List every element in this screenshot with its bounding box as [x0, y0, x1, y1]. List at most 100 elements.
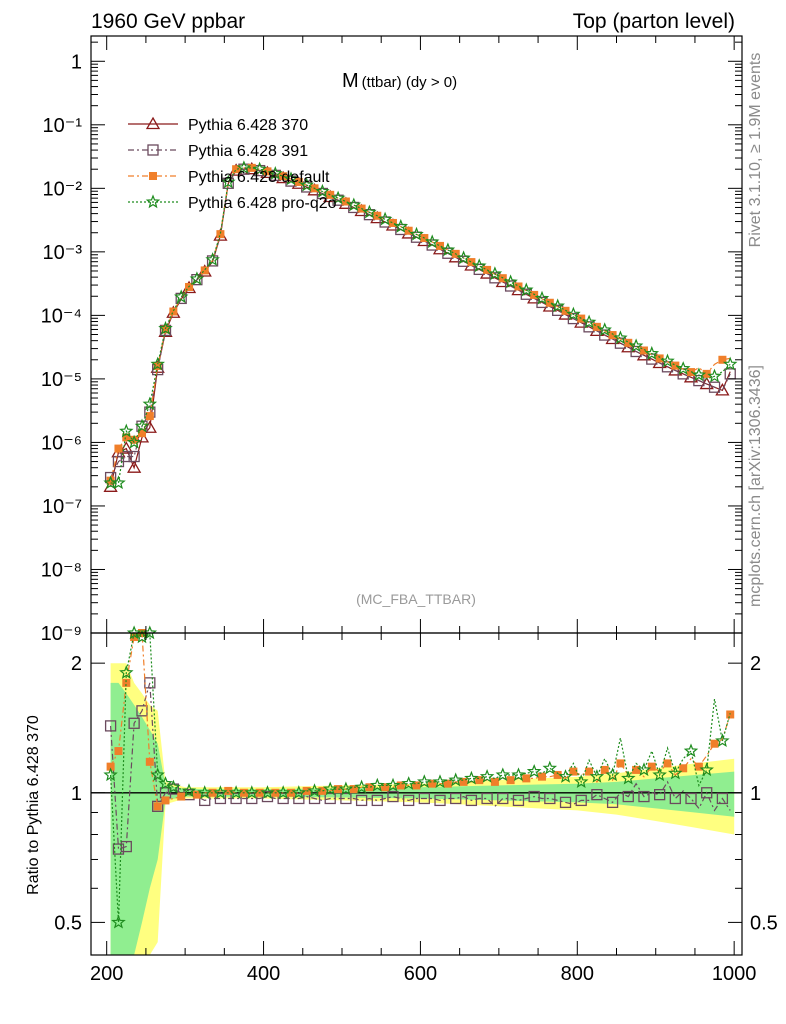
ratio-point — [663, 759, 672, 768]
ratio-point — [448, 772, 463, 787]
main-point — [106, 476, 115, 485]
main-point — [175, 292, 187, 305]
ratio-point — [214, 792, 227, 805]
ratio-point — [544, 792, 556, 805]
main-point — [341, 197, 350, 206]
main-point — [581, 314, 597, 329]
main-point — [471, 258, 487, 273]
main-point — [503, 274, 518, 289]
ratio-tick-label: 2 — [71, 653, 82, 675]
main-point — [393, 218, 409, 233]
ratio-point — [464, 770, 479, 785]
ratio-point — [228, 785, 244, 799]
inner-band — [110, 682, 735, 955]
ratio-point — [244, 785, 260, 799]
ratio-point — [213, 785, 228, 799]
header-left: 1960 GeV ppbar — [91, 10, 245, 33]
x-tick-label: 1000 — [712, 963, 757, 985]
ratio-point — [106, 762, 115, 771]
ratio-point — [197, 785, 212, 799]
main-point — [534, 290, 550, 305]
main-point — [660, 353, 675, 368]
legend: Pythia 6.428 370 Pythia 6.428 391 Pythia 6… — [128, 116, 337, 212]
legend-label: Pythia 6.428 pro-q2o — [188, 195, 337, 212]
main-point — [205, 252, 220, 266]
main-point — [169, 307, 178, 316]
main-point — [424, 234, 440, 249]
y-tick-label: 10⁻² — [43, 178, 83, 200]
main-point — [592, 322, 601, 331]
ratio-point — [481, 792, 493, 805]
main-point — [613, 330, 628, 345]
ratio-point — [537, 772, 546, 781]
main-point — [189, 271, 205, 286]
ratio-point — [490, 777, 499, 786]
main-point — [483, 265, 492, 274]
main-point — [173, 289, 189, 304]
main-point — [134, 418, 150, 433]
ratio-point — [569, 767, 578, 776]
ratio-point — [434, 794, 446, 807]
ratio-point — [396, 781, 405, 790]
ratio-point — [669, 792, 681, 805]
ratio-point — [685, 792, 697, 805]
ratio-point — [130, 633, 139, 642]
axes-ticks: 1 10⁻¹ 10⁻² 10⁻³ 10⁻⁴ 10⁻⁵ 10⁻⁶ 10⁻⁷ 10⁻⁸ 10⁻⁹ 200… — [41, 36, 778, 985]
ratio-point — [365, 783, 374, 792]
ratio-point — [150, 767, 165, 782]
y-tick-label: 10⁻⁷ — [42, 496, 82, 518]
mcplots-text: mcplots.cern.ch [arXiv:1306.3436] — [747, 365, 764, 607]
x-tick-label: 800 — [561, 963, 594, 985]
plot-title-main: M — [342, 70, 359, 92]
ratio-point — [632, 765, 641, 774]
main-point — [126, 434, 142, 449]
main-point — [119, 423, 134, 438]
ratio-point — [192, 790, 201, 799]
legend-entry-4: Pythia 6.428 pro-q2o — [128, 194, 337, 212]
main-point — [456, 250, 471, 265]
y-tick-label: 10⁻¹ — [43, 115, 83, 137]
main-point — [145, 412, 154, 421]
ratio-point — [699, 762, 714, 777]
main-point — [597, 322, 612, 337]
ratio-point — [403, 794, 415, 807]
ratio-point — [512, 794, 525, 807]
ratio-point — [349, 785, 358, 794]
main-point — [467, 258, 476, 267]
y-tick-label: 10⁻⁶ — [41, 432, 82, 454]
main-point — [330, 190, 346, 205]
main-point — [128, 450, 140, 463]
y-tick-label: 10⁻⁹ — [41, 623, 82, 645]
legend-label: Pythia 6.428 370 — [188, 117, 308, 134]
main-point — [279, 172, 288, 181]
main-line-4 — [110, 167, 731, 484]
ratio-point — [417, 774, 432, 789]
legend-marker — [145, 194, 161, 209]
ratio-point — [119, 665, 134, 679]
ratio-point — [475, 776, 484, 785]
y-tick-label: 10⁻³ — [43, 242, 83, 264]
main-point — [111, 475, 126, 490]
main-point — [722, 356, 738, 371]
ratio-point — [318, 786, 327, 795]
ratio-point — [120, 840, 132, 853]
ratio-point — [275, 785, 291, 799]
ratio-tick-label-right: 2 — [750, 653, 761, 675]
ratio-point — [600, 765, 609, 774]
ratio-point — [224, 786, 233, 795]
main-point — [707, 368, 722, 383]
main-point — [545, 298, 554, 307]
y-tick-label: 10⁻⁵ — [41, 369, 82, 391]
main-point — [247, 163, 256, 172]
ratio-point — [104, 720, 117, 732]
legend-entry-3: Pythia 6.428 default — [128, 169, 330, 186]
ratio-tick-label: 0.5 — [54, 912, 82, 934]
legend-entry-2: Pythia 6.428 391 — [128, 143, 308, 160]
main-point — [150, 356, 165, 371]
ratio-point — [334, 785, 343, 794]
ratio-point — [522, 774, 531, 783]
main-line-3 — [110, 167, 731, 481]
legend-marker — [149, 172, 157, 180]
ratio-point — [622, 790, 634, 803]
